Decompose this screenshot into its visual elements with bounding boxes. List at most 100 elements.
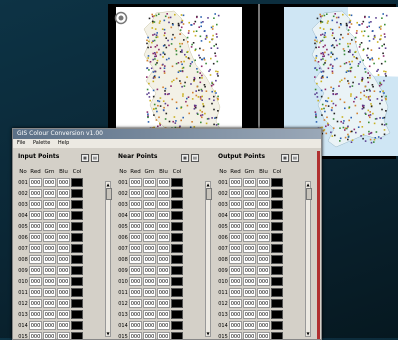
grid-view-icon[interactable]: ▤ [291, 154, 299, 162]
colour-value-field[interactable]: 000 [257, 222, 270, 231]
colour-swatch[interactable] [71, 277, 83, 286]
colour-value-field[interactable]: 000 [43, 222, 56, 231]
scroll-up-icon[interactable]: ▲ [106, 182, 110, 187]
colour-value-field[interactable]: 000 [57, 178, 70, 187]
colour-value-field[interactable]: 000 [243, 266, 256, 275]
colour-value-field[interactable]: 000 [29, 244, 42, 253]
colour-value-field[interactable]: 000 [243, 244, 256, 253]
colour-value-field[interactable]: 000 [29, 255, 42, 264]
colour-value-field[interactable]: 000 [129, 211, 142, 220]
colour-value-field[interactable]: 000 [257, 299, 270, 308]
colour-value-field[interactable]: 000 [243, 189, 256, 198]
colour-value-field[interactable]: 000 [229, 310, 242, 319]
menu-palette[interactable]: Palette [32, 140, 51, 146]
colour-value-field[interactable]: 000 [157, 233, 170, 242]
colour-value-field[interactable]: 000 [257, 233, 270, 242]
colour-value-field[interactable]: 000 [57, 299, 70, 308]
colour-value-field[interactable]: 000 [43, 200, 56, 209]
scroll-down-icon[interactable]: ▼ [306, 331, 310, 336]
colour-value-field[interactable]: 000 [229, 299, 242, 308]
colour-value-field[interactable]: 000 [243, 255, 256, 264]
colour-value-field[interactable]: 000 [43, 299, 56, 308]
colour-value-field[interactable]: 000 [229, 332, 242, 340]
colour-swatch[interactable] [271, 244, 283, 253]
colour-value-field[interactable]: 000 [57, 211, 70, 220]
colour-value-field[interactable]: 000 [157, 288, 170, 297]
colour-value-field[interactable]: 000 [157, 178, 170, 187]
colour-value-field[interactable]: 000 [57, 332, 70, 340]
colour-swatch[interactable] [171, 244, 183, 253]
colour-value-field[interactable]: 000 [243, 233, 256, 242]
colour-value-field[interactable]: 000 [129, 321, 142, 330]
colour-value-field[interactable]: 000 [229, 178, 242, 187]
colour-value-field[interactable]: 000 [57, 222, 70, 231]
colour-swatch[interactable] [271, 189, 283, 198]
colour-value-field[interactable]: 000 [43, 321, 56, 330]
colour-swatch[interactable] [171, 288, 183, 297]
colour-value-field[interactable]: 000 [243, 277, 256, 286]
colour-value-field[interactable]: 000 [257, 266, 270, 275]
grid-view-icon[interactable]: ▤ [191, 154, 199, 162]
colour-value-field[interactable]: 000 [29, 178, 42, 187]
colour-value-field[interactable]: 000 [243, 200, 256, 209]
colour-swatch[interactable] [171, 233, 183, 242]
colour-value-field[interactable]: 000 [29, 288, 42, 297]
colour-value-field[interactable]: 000 [257, 255, 270, 264]
colour-value-field[interactable]: 000 [129, 299, 142, 308]
colour-value-field[interactable]: 000 [257, 178, 270, 187]
colour-swatch[interactable] [271, 233, 283, 242]
colour-value-field[interactable]: 000 [129, 255, 142, 264]
colour-value-field[interactable]: 000 [43, 310, 56, 319]
colour-swatch[interactable] [71, 299, 83, 308]
colour-value-field[interactable]: 000 [229, 244, 242, 253]
colour-value-field[interactable]: 000 [243, 332, 256, 340]
colour-value-field[interactable]: 000 [129, 288, 142, 297]
colour-value-field[interactable]: 000 [57, 288, 70, 297]
colour-value-field[interactable]: 000 [129, 222, 142, 231]
colour-value-field[interactable]: 000 [129, 178, 142, 187]
colour-value-field[interactable]: 000 [143, 189, 156, 198]
colour-value-field[interactable]: 000 [229, 255, 242, 264]
vertical-scrollbar[interactable]: ▲ ▼ [205, 181, 212, 337]
colour-value-field[interactable]: 000 [143, 266, 156, 275]
colour-value-field[interactable]: 000 [157, 332, 170, 340]
colour-value-field[interactable]: 000 [257, 189, 270, 198]
colour-value-field[interactable]: 000 [229, 288, 242, 297]
colour-value-field[interactable]: 000 [57, 200, 70, 209]
colour-value-field[interactable]: 000 [57, 189, 70, 198]
colour-value-field[interactable]: 000 [157, 211, 170, 220]
colour-value-field[interactable]: 000 [143, 332, 156, 340]
colour-value-field[interactable]: 000 [243, 321, 256, 330]
colour-swatch[interactable] [271, 255, 283, 264]
colour-value-field[interactable]: 000 [43, 277, 56, 286]
palette-icon[interactable]: ▦ [81, 154, 89, 162]
colour-value-field[interactable]: 000 [157, 299, 170, 308]
colour-swatch[interactable] [71, 310, 83, 319]
scroll-thumb[interactable] [106, 188, 112, 200]
palette-icon[interactable]: ▦ [281, 154, 289, 162]
colour-value-field[interactable]: 000 [29, 200, 42, 209]
colour-value-field[interactable]: 000 [57, 310, 70, 319]
crosshair-circle-icon[interactable] [114, 11, 128, 25]
colour-value-field[interactable]: 000 [129, 310, 142, 319]
colour-swatch[interactable] [271, 321, 283, 330]
scroll-up-icon[interactable]: ▲ [206, 182, 210, 187]
colour-value-field[interactable]: 000 [257, 321, 270, 330]
colour-value-field[interactable]: 000 [257, 211, 270, 220]
colour-value-field[interactable]: 000 [43, 244, 56, 253]
colour-swatch[interactable] [271, 178, 283, 187]
scroll-thumb[interactable] [206, 188, 212, 200]
colour-swatch[interactable] [171, 299, 183, 308]
colour-value-field[interactable]: 000 [29, 266, 42, 275]
colour-value-field[interactable]: 000 [157, 277, 170, 286]
colour-value-field[interactable]: 000 [143, 288, 156, 297]
colour-value-field[interactable]: 000 [243, 211, 256, 220]
colour-value-field[interactable]: 000 [143, 321, 156, 330]
colour-value-field[interactable]: 000 [229, 321, 242, 330]
colour-value-field[interactable]: 000 [157, 222, 170, 231]
colour-value-field[interactable]: 000 [143, 255, 156, 264]
colour-swatch[interactable] [271, 222, 283, 231]
panel-divider[interactable] [258, 4, 260, 159]
colour-swatch[interactable] [171, 332, 183, 339]
colour-swatch[interactable] [271, 332, 283, 339]
